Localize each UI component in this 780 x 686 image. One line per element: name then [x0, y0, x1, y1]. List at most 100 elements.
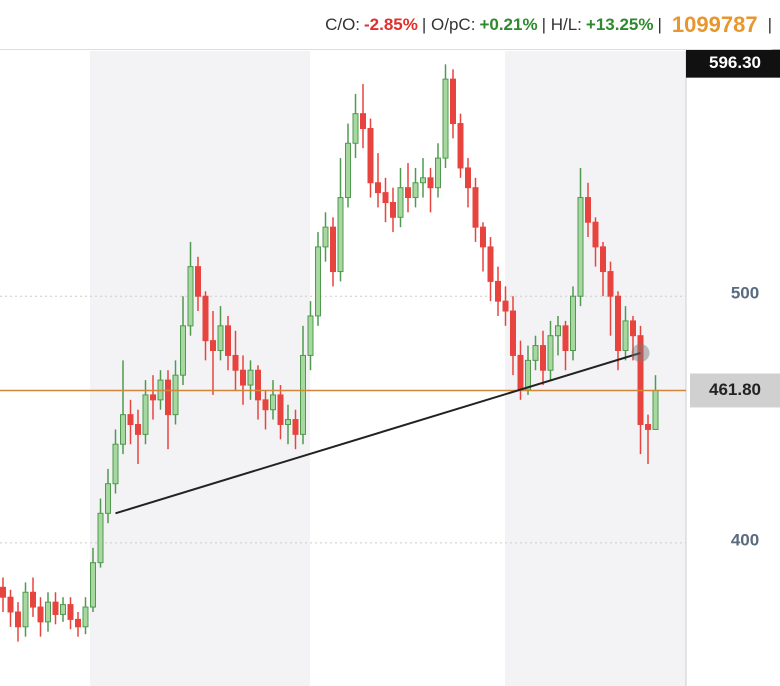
candle-body [540, 345, 546, 371]
candle-body [142, 394, 149, 435]
candle-body [390, 201, 396, 218]
candle-body [607, 271, 614, 297]
value: +0.21% [479, 14, 538, 34]
candle-body [412, 182, 419, 199]
value: -2.85% [364, 14, 418, 34]
candle-body [495, 280, 501, 302]
candle-body [300, 354, 306, 435]
candle-body [450, 78, 456, 125]
candle-body [330, 226, 336, 273]
candle-body [555, 325, 561, 337]
candle-body [382, 192, 389, 203]
high-box [686, 49, 780, 78]
candle-body [30, 591, 36, 608]
candle-body [562, 325, 569, 351]
period-band [505, 51, 686, 686]
candle-body [517, 354, 524, 391]
candle-body [577, 197, 584, 297]
candle-body [397, 187, 404, 218]
candle-body [480, 226, 486, 248]
candle-body [67, 604, 74, 620]
candle-body [22, 591, 29, 628]
candle-body [532, 345, 539, 361]
candle-body [180, 325, 186, 376]
candle-body [255, 369, 261, 401]
candle-body [52, 601, 59, 615]
candle-body [45, 601, 51, 623]
candle-body [127, 414, 134, 426]
candle-body [202, 295, 209, 342]
header: C/O: -2.85% | O/pC: +0.21% | H/L: +13.25% |… [0, 0, 772, 50]
value: +13.25% [585, 14, 654, 34]
separator: | [767, 14, 772, 34]
candle-body [15, 611, 21, 628]
last-price-label: 461.80 [709, 380, 761, 399]
candle-body [427, 177, 434, 189]
candle-body [285, 419, 291, 426]
candle-body [465, 167, 471, 189]
candle-body [435, 157, 441, 189]
trendline [115, 352, 641, 515]
trendline-handle [631, 343, 650, 362]
candle-body [37, 606, 44, 623]
candle-body [570, 295, 576, 351]
candle-body [292, 419, 299, 435]
candle-body [600, 246, 606, 273]
candle-body [75, 618, 81, 628]
candle-body [502, 300, 509, 312]
candle-body [360, 113, 366, 129]
candle-body [112, 443, 119, 485]
candle-body [405, 187, 411, 199]
candle-body [247, 369, 254, 386]
volume: 1099787 [671, 11, 758, 37]
candle-body [352, 113, 359, 144]
candle-body [345, 142, 351, 199]
candle-body [315, 246, 321, 317]
candle-body [337, 197, 344, 273]
candle-body [225, 325, 231, 356]
candle-body [307, 315, 314, 356]
candle-body [82, 606, 89, 628]
candle-body [652, 389, 659, 430]
candle-body [105, 483, 111, 514]
candle-body [457, 123, 464, 169]
candle-body [487, 246, 494, 282]
candle-body [172, 374, 179, 416]
candle-body [165, 379, 171, 416]
y-tick-label: 400 [731, 530, 759, 549]
candle-body [90, 562, 96, 608]
candle-body [150, 394, 156, 401]
candle-body [375, 182, 381, 194]
y-tick-label: 500 [731, 284, 759, 303]
candle-body [622, 320, 629, 351]
candle-body [232, 354, 239, 371]
candle-body [217, 325, 224, 351]
candle-body [442, 78, 449, 159]
candle-body [187, 266, 194, 327]
candle-body [135, 424, 141, 435]
candle-body [262, 399, 269, 411]
candle-body [270, 394, 276, 411]
candle-body [120, 414, 126, 445]
candle-body [277, 394, 284, 426]
candle-body [7, 596, 14, 613]
high-label: 596.30 [709, 53, 761, 72]
candle-body [322, 226, 329, 248]
period-band [90, 51, 310, 686]
candle-body [525, 359, 531, 391]
candle-body [240, 369, 246, 386]
label: C/O: [325, 14, 361, 34]
candle-body [645, 424, 651, 430]
candle-body [547, 335, 554, 371]
candle-body [630, 320, 636, 337]
candle-body [585, 197, 591, 223]
candle-body [472, 187, 479, 228]
candle-body [367, 127, 374, 184]
candle-body [637, 335, 644, 426]
candle-body [60, 604, 66, 615]
last-price-box [690, 373, 780, 408]
label: | H/L: [541, 14, 582, 34]
candle-body [592, 221, 599, 248]
